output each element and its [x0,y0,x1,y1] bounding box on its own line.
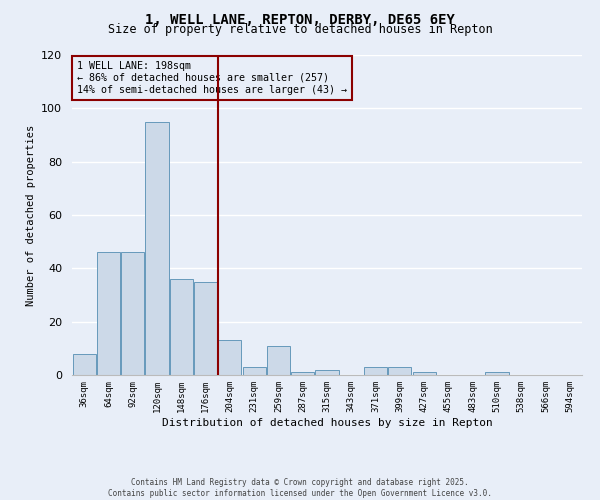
Text: Contains HM Land Registry data © Crown copyright and database right 2025.
Contai: Contains HM Land Registry data © Crown c… [108,478,492,498]
Text: 1 WELL LANE: 198sqm
← 86% of detached houses are smaller (257)
14% of semi-detac: 1 WELL LANE: 198sqm ← 86% of detached ho… [77,62,347,94]
Bar [316,370,338,375]
Y-axis label: Number of detached properties: Number of detached properties [26,124,35,306]
Text: 1, WELL LANE, REPTON, DERBY, DE65 6EY: 1, WELL LANE, REPTON, DERBY, DE65 6EY [145,12,455,26]
Bar [364,367,387,375]
X-axis label: Distribution of detached houses by size in Repton: Distribution of detached houses by size … [161,418,493,428]
Bar [121,252,144,375]
Bar [485,372,509,375]
Bar [291,372,314,375]
Bar [73,354,95,375]
Bar [97,252,120,375]
Bar [218,340,241,375]
Bar [388,367,412,375]
Text: Size of property relative to detached houses in Repton: Size of property relative to detached ho… [107,22,493,36]
Bar [242,367,266,375]
Bar [170,279,193,375]
Bar [413,372,436,375]
Bar [194,282,217,375]
Bar [267,346,290,375]
Bar [145,122,169,375]
